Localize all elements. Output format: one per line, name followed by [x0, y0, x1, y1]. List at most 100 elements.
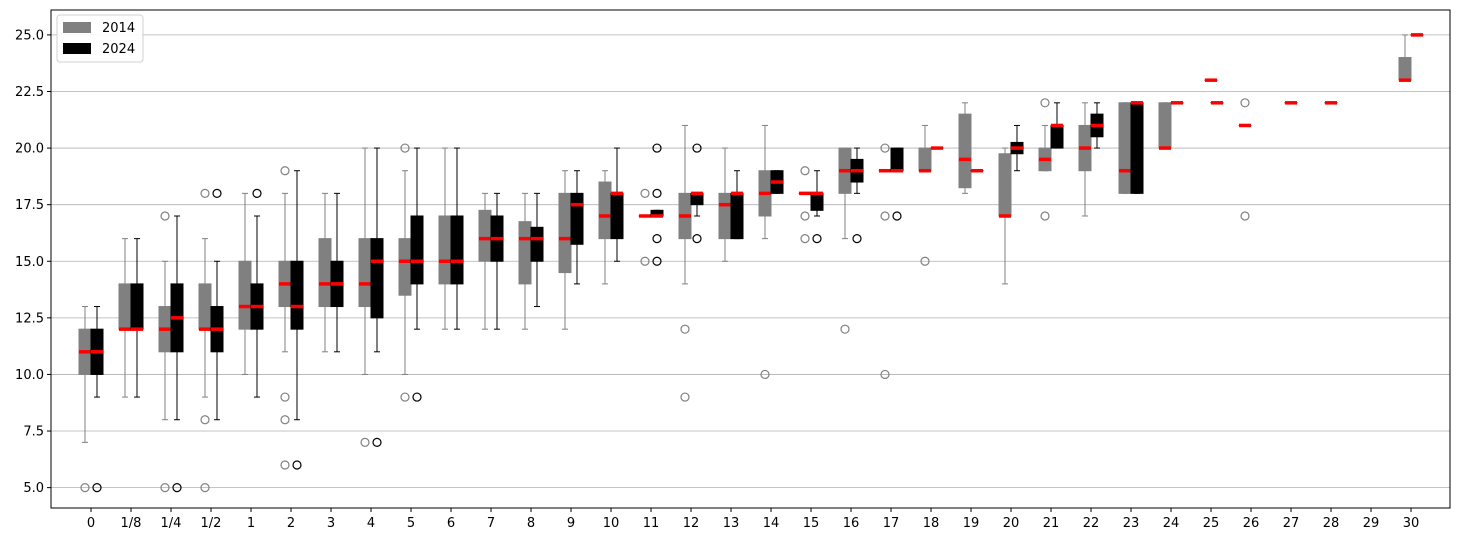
box-2024-0 [91, 307, 103, 492]
box-2014-22 [1079, 103, 1091, 216]
x-tick-label: 15 [803, 516, 820, 531]
flier-point [893, 212, 901, 220]
box-2024-15 [811, 171, 823, 243]
box-iqr [1119, 103, 1131, 194]
x-tick-label: 25 [1203, 516, 1220, 531]
box-2024-5 [411, 148, 423, 401]
x-tick-label: 22 [1083, 516, 1100, 531]
box-iqr [1399, 58, 1411, 81]
flier-point [201, 416, 209, 424]
box-iqr [811, 193, 823, 210]
y-tick-label: 20.0 [15, 142, 44, 157]
box-iqr [1159, 103, 1171, 148]
x-tick-label: 13 [723, 516, 740, 531]
box-2024-10 [611, 148, 623, 261]
x-tick-label: 30 [1403, 516, 1420, 531]
grid-lines [51, 35, 1450, 488]
flier-point [281, 393, 289, 401]
x-tick-label: 23 [1123, 516, 1140, 531]
box-iqr [531, 227, 543, 261]
box-2024-7 [491, 193, 503, 329]
box-2014-12 [679, 125, 691, 401]
box-2024-21 [1051, 103, 1063, 148]
box-2014-4 [359, 148, 371, 446]
box-2024-1/8 [131, 239, 143, 397]
box-2014-8 [519, 193, 531, 329]
box-iqr [131, 284, 143, 329]
y-tick-label: 7.5 [23, 425, 44, 440]
box-2014-23 [1119, 103, 1131, 194]
flier-point [653, 235, 661, 243]
box-2024-20 [1011, 125, 1023, 170]
box-iqr [239, 261, 251, 329]
box-iqr [411, 216, 423, 284]
box-2014-21 [1039, 99, 1051, 220]
flier-point [801, 235, 809, 243]
flier-point [641, 189, 649, 197]
x-tick-label: 7 [487, 516, 495, 531]
box-2014-16 [839, 148, 851, 333]
x-tick-label: 11 [643, 516, 660, 531]
box-2024-13 [731, 171, 743, 239]
box-iqr [611, 193, 623, 238]
x-tick-label: 21 [1043, 516, 1060, 531]
box-2024-17 [891, 148, 903, 220]
x-tick-label: 1/2 [201, 516, 222, 531]
flier-point [853, 235, 861, 243]
box-2024-9 [571, 171, 583, 284]
x-tick-label: 1 [247, 516, 255, 531]
x-tick-label: 16 [843, 516, 860, 531]
flier-point [281, 416, 289, 424]
legend-label: 2014 [102, 21, 135, 36]
x-tick-label: 1/4 [161, 516, 182, 531]
y-tick-label: 17.5 [15, 198, 44, 213]
box-2024-1/2 [211, 189, 223, 419]
x-tick-label: 10 [603, 516, 620, 531]
x-tick-label: 9 [567, 516, 575, 531]
box-2014-0 [79, 307, 91, 492]
box-iqr [291, 261, 303, 329]
flier-point [841, 325, 849, 333]
box-2024-1 [251, 189, 263, 397]
flier-point [213, 189, 221, 197]
flier-point [813, 235, 821, 243]
box-iqr [439, 216, 451, 284]
box-iqr [731, 193, 743, 238]
box-iqr [119, 284, 131, 329]
x-tick-label: 24 [1163, 516, 1180, 531]
flier-point [161, 212, 169, 220]
y-tick-label: 12.5 [15, 311, 44, 326]
box-2014-3 [319, 193, 331, 351]
plot-frame [51, 10, 1450, 508]
box-iqr [359, 239, 371, 307]
x-tick-label: 18 [923, 516, 940, 531]
box-2014-24 [1159, 103, 1171, 148]
box-2014-14 [759, 125, 771, 378]
box-2024-23 [1131, 103, 1143, 194]
box-iqr [959, 114, 971, 188]
box-2014-1/4 [159, 212, 171, 492]
box-iqr [559, 193, 571, 272]
x-tick-label: 8 [527, 516, 535, 531]
box-2024-3 [331, 193, 343, 351]
box-iqr [371, 239, 383, 318]
box-2014-7 [479, 193, 491, 329]
box-iqr [719, 193, 731, 238]
box-2024-4 [371, 148, 383, 446]
flier-point [281, 167, 289, 175]
box-iqr [451, 216, 463, 284]
flier-point [801, 212, 809, 220]
box-iqr [571, 193, 583, 244]
x-tick-label: 20 [1003, 516, 1020, 531]
box-2024-8 [531, 193, 543, 306]
y-tick-label: 15.0 [15, 255, 44, 270]
x-tick-label: 4 [367, 516, 375, 531]
box-2024-2 [291, 171, 303, 469]
box-2024-12 [691, 144, 703, 243]
box-iqr [599, 182, 611, 239]
legend-swatch [63, 22, 91, 33]
box-iqr [199, 284, 211, 329]
